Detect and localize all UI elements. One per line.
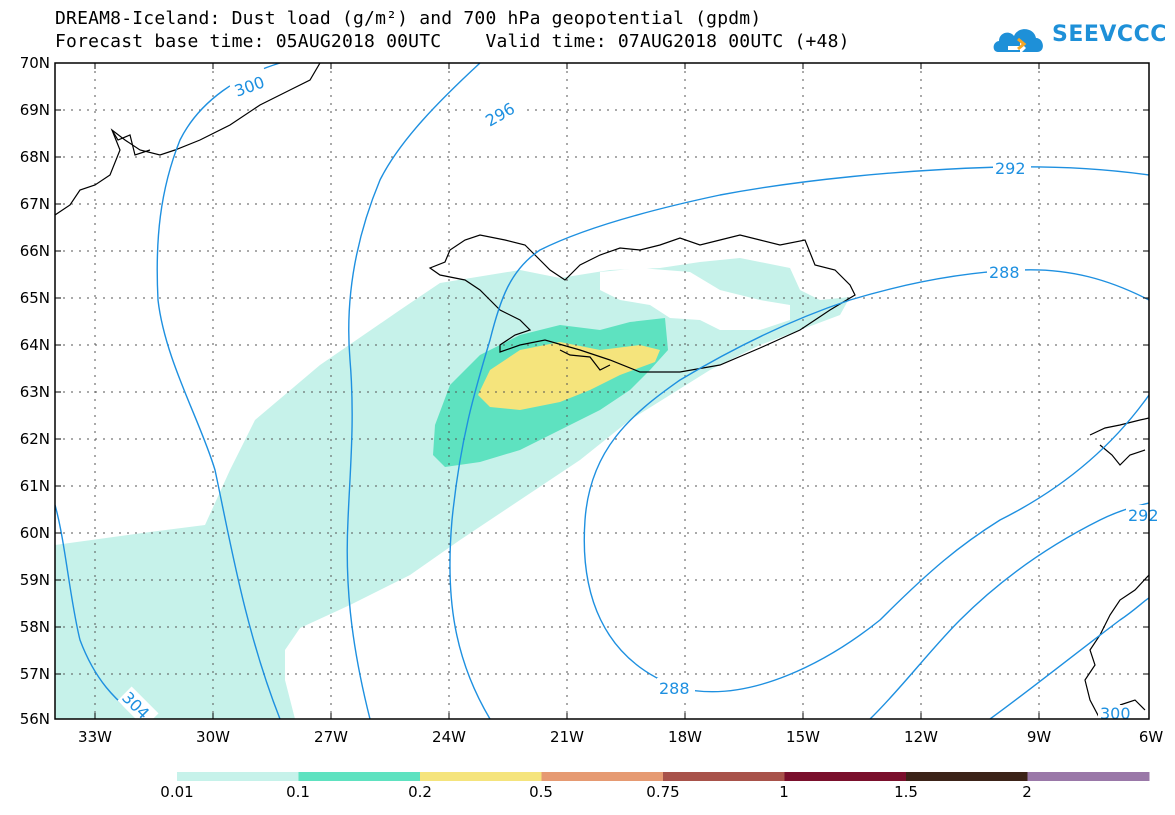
lon-label: 9W [1027,728,1052,746]
lon-label: 12W [904,728,938,746]
lon-label: 18W [668,728,702,746]
legend-swatch [420,772,542,781]
lat-label: 66N [20,242,50,260]
legend-label: 1.5 [894,783,918,801]
lon-label: 24W [432,728,466,746]
logo-text: SEEVCCC [1052,22,1167,47]
lon-label: 15W [786,728,820,746]
lat-label: 68N [20,148,50,166]
lon-label: 30W [196,728,230,746]
legend-swatch [784,772,907,781]
legend-swatch [298,772,421,781]
lon-label: 6W [1139,728,1164,746]
color-legend [177,772,1150,781]
lat-label: 64N [20,336,50,354]
legend-label: 1 [779,783,789,801]
lat-label: 65N [20,289,50,307]
coastline [55,63,1149,719]
contour-label: 288 [989,263,1020,282]
lat-label: 69N [20,101,50,119]
legend-swatch [663,772,785,781]
contour-label: 300 [232,72,267,100]
lon-labels: 33W 30W 27W 24W 21W 18W 15W 12W 9W 6W [78,728,1163,746]
lat-label: 70N [20,54,50,72]
legend-swatch [541,772,664,781]
lat-label: 62N [20,430,50,448]
map-subtitle: Forecast base time: 05AUG2018 00UTC Vali… [55,31,850,52]
map-frame [54,62,1150,720]
lon-label: 27W [314,728,348,746]
contour-label: 288 [659,679,690,698]
lat-labels: 70N 69N 68N 67N 66N 65N 64N 63N 62N 61N … [20,54,50,728]
lon-label: 21W [550,728,584,746]
legend-swatch [1027,772,1150,781]
lat-label: 61N [20,477,50,495]
legend-swatch [177,772,299,781]
legend-swatch [906,772,1028,781]
map-title: DREAM8-Iceland: Dust load (g/m²) and 700… [55,8,762,29]
contour-labels: 300 296 292 288 288 304 292 300 [117,67,1159,728]
cloud-icon [993,29,1043,54]
legend-label: 0.01 [160,783,194,801]
lat-axis [55,62,1149,675]
legend-label: 0.2 [408,783,432,801]
lat-label: 60N [20,524,50,542]
dust-region-0.01 [55,258,850,719]
dust-region-0.2 [478,342,660,410]
contour-label: 292 [1128,506,1159,525]
legend-label: 0.75 [646,783,680,801]
lat-label: 56N [20,710,50,728]
lat-label: 57N [20,665,50,683]
contour-label: 292 [995,159,1026,178]
graticule [55,63,1149,719]
lat-label: 59N [20,571,50,589]
legend-label: 2 [1022,783,1032,801]
land-clear-area [600,268,790,330]
lon-label: 33W [78,728,112,746]
lat-label: 58N [20,618,50,636]
contour-label: 300 [1100,704,1131,723]
lat-label: 63N [20,383,50,401]
legend-label: 0.1 [286,783,310,801]
lat-label: 67N [20,195,50,213]
legend-label: 0.5 [529,783,553,801]
lon-axis [94,63,1040,719]
